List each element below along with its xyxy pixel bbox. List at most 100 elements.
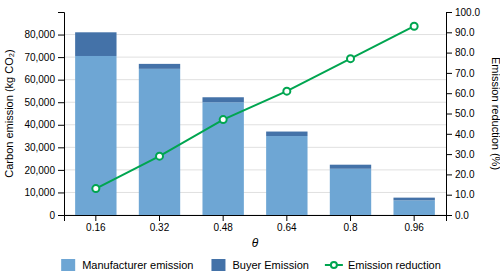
tick-label: 0.64 [277, 222, 297, 233]
y2-axis: 0.0 10.0 20.0 30.0 40.0 50.0 60.0 70.0 80.0 90.0 1… [446, 7, 480, 221]
tick-label: 10.0 [455, 189, 475, 200]
tick-mark [286, 215, 287, 221]
tick-mark [58, 125, 64, 126]
tick-mark [446, 73, 452, 74]
tick-label: 60.0 [455, 88, 475, 99]
legend-swatch [211, 259, 225, 271]
tick-mark [446, 195, 452, 196]
bar [330, 165, 371, 169]
tick-mark [446, 93, 452, 94]
bar [139, 69, 180, 215]
bar [393, 198, 434, 201]
legend-item: Emission reduction [325, 259, 441, 271]
tick: 10.0 [446, 189, 475, 200]
grid-line [64, 192, 446, 193]
grid-line [64, 102, 446, 103]
tick: 0.0 [446, 210, 469, 221]
tick: 30.0 [446, 149, 475, 160]
bar [202, 102, 243, 215]
tick-label: 0.96 [404, 222, 424, 233]
tick-label: 60,000 [24, 74, 55, 85]
tick-mark [446, 114, 452, 115]
grid-line [64, 169, 446, 170]
tick-label: 0.32 [150, 222, 170, 233]
tick-mark [58, 57, 64, 58]
tick-label: 70.0 [455, 68, 475, 79]
bar [266, 136, 307, 215]
plot-area: 0.160.320.480.640.80.96010,00020,00030,0… [24, 7, 480, 233]
tick: 0.48 [213, 215, 233, 233]
tick-mark [446, 154, 452, 155]
tick-label: 40.0 [455, 129, 475, 140]
axis-line [447, 13, 453, 216]
x-axis: 0.16 0.32 0.48 0.64 0.8 0.96 [65, 215, 447, 233]
bar [266, 132, 307, 137]
tick: 0.16 [86, 215, 106, 233]
line-series [92, 23, 417, 192]
bar [393, 200, 434, 215]
line [96, 26, 414, 188]
tick-label: 0.48 [213, 222, 233, 233]
tick: 50,000 [24, 97, 64, 108]
grid-line [64, 147, 446, 148]
chart: 0.160.320.480.640.80.96010,00020,00030,0… [0, 0, 500, 277]
tick: 40,000 [24, 119, 64, 130]
axis-line [65, 216, 447, 222]
tick-mark [58, 192, 64, 193]
tick-label: 70,000 [24, 52, 55, 63]
tick: 50.0 [446, 108, 475, 119]
marker [347, 55, 354, 62]
tick: 20.0 [446, 169, 475, 180]
grid-line [64, 124, 446, 125]
grid-line [64, 57, 446, 58]
tick-mark [414, 215, 415, 221]
tick-label: 0.0 [455, 210, 469, 221]
tick: 0.96 [404, 215, 424, 233]
y-axis: 010,00020,00030,00040,00050,00060,00070,… [24, 13, 64, 221]
tick-mark [446, 215, 452, 216]
tick-label: 0.16 [86, 222, 106, 233]
tick: 0.8 [344, 215, 358, 233]
tick-mark [446, 32, 452, 33]
bar [330, 169, 371, 215]
tick: 60,000 [24, 74, 64, 85]
tick-mark [223, 215, 224, 221]
tick-label: 80.0 [455, 47, 475, 58]
grid [64, 35, 446, 215]
tick-label: 100.0 [455, 7, 480, 18]
marker [156, 153, 163, 160]
tick-mark [446, 134, 452, 135]
bar-series [75, 56, 435, 215]
x-axis-title: θ [252, 236, 259, 250]
tick-mark [159, 215, 160, 221]
axis-line [58, 13, 65, 216]
tick-label: 10,000 [24, 187, 55, 198]
tick-label: 20,000 [24, 165, 55, 176]
marker [220, 116, 227, 123]
legend-label: Emission reduction [348, 259, 441, 271]
tick: 80.0 [446, 47, 475, 58]
tick-label: 0.8 [344, 222, 358, 233]
tick: 70,000 [24, 52, 64, 63]
tick-label: 40,000 [24, 119, 55, 130]
bar [139, 64, 180, 69]
tick: 70.0 [446, 68, 475, 79]
tick: 0.32 [150, 215, 170, 233]
tick: 90.0 [446, 27, 475, 38]
grid-line [64, 79, 446, 80]
tick-mark [58, 147, 64, 148]
tick: 0 [49, 210, 64, 221]
bar-series [75, 32, 435, 200]
grid-line [64, 34, 446, 35]
bar [75, 56, 116, 215]
tick-mark [446, 174, 452, 175]
tick: 60.0 [446, 88, 475, 99]
tick: 20,000 [24, 165, 64, 176]
marks [75, 23, 435, 215]
tick-mark [446, 53, 452, 54]
tick: 40.0 [446, 129, 475, 140]
tick-label: 90.0 [455, 27, 475, 38]
marker [92, 185, 99, 192]
legend-item: Manufacturer emission [61, 259, 193, 271]
tick-mark [58, 80, 64, 81]
